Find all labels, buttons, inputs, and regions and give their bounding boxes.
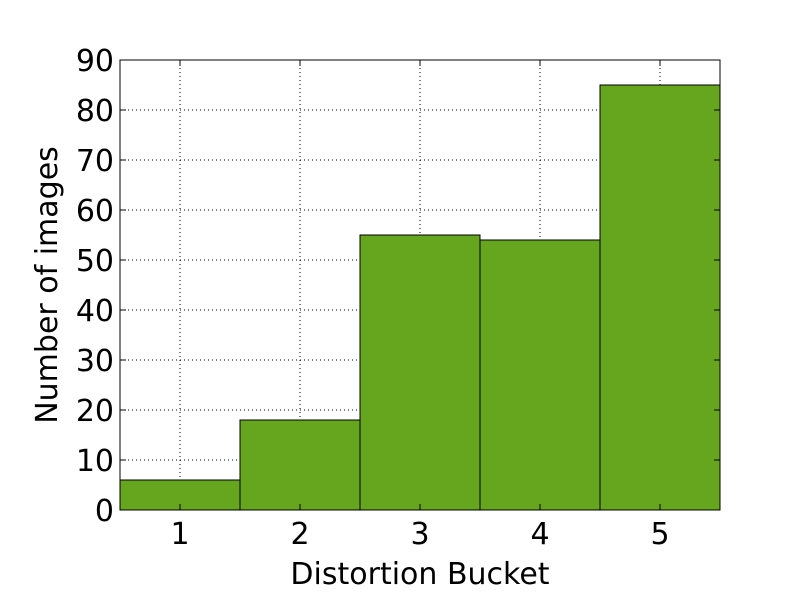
bars (119, 84, 721, 511)
x-tick-label: 2 (290, 517, 309, 552)
tick-marks (120, 59, 720, 511)
y-tick-label: 40 (76, 294, 114, 329)
bar-3 (359, 234, 481, 511)
y-tick-label: 60 (76, 194, 114, 229)
x-tick-label: 5 (650, 517, 669, 552)
y-tick-labels: 0 10 20 30 40 50 60 70 80 90 (76, 44, 114, 529)
bar-2 (239, 419, 361, 511)
y-tick-label: 80 (76, 94, 114, 129)
x-tick-label: 1 (170, 517, 189, 552)
y-tick-label: 0 (95, 494, 114, 529)
y-tick-label: 70 (76, 144, 114, 179)
y-tick-label: 90 (76, 44, 114, 79)
y-tick-label: 20 (76, 394, 114, 429)
x-tick-label: 3 (410, 517, 429, 552)
bar-5 (599, 84, 721, 511)
x-axis-label: Distortion Bucket (290, 557, 549, 592)
y-axis-label: Number of images (30, 146, 65, 424)
bar-4 (479, 239, 601, 511)
y-tick-label: 10 (76, 444, 114, 479)
x-tick-label: 4 (530, 517, 549, 552)
y-tick-label: 50 (76, 244, 114, 279)
y-tick-label: 30 (76, 344, 114, 379)
x-tick-labels: 1 2 3 4 5 (170, 517, 669, 552)
